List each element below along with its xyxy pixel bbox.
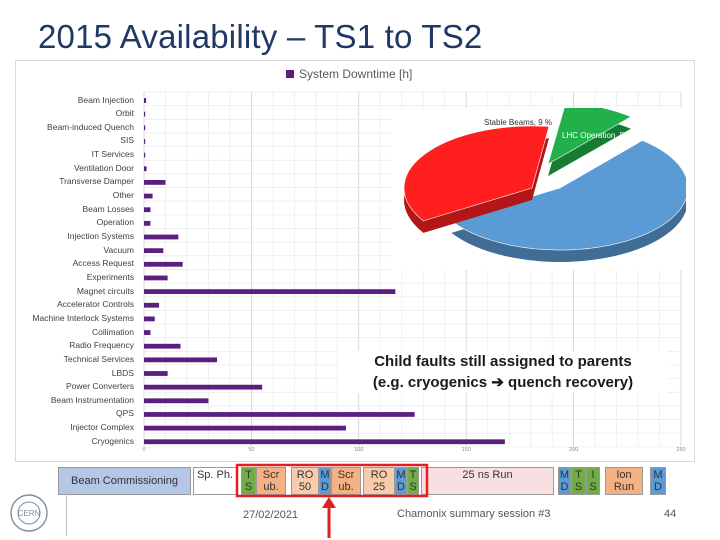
bar-beam-losses bbox=[144, 207, 151, 213]
category-label: Power Converters bbox=[65, 381, 134, 392]
pie-chart-svg bbox=[403, 102, 689, 262]
timeline-segment: T S bbox=[241, 467, 256, 495]
category-label: IT Services bbox=[91, 149, 134, 160]
pie-label-lhc-operation: LHC Operation, 55 % bbox=[562, 131, 639, 140]
chart-annotation: Child faults still assigned to parents (… bbox=[338, 351, 668, 393]
pie-slice bbox=[450, 140, 689, 251]
category-label: Access Request bbox=[72, 258, 134, 269]
bar-experiments bbox=[144, 275, 168, 281]
pie-label-lhc-downtime: LHC Downtime, 36 % bbox=[420, 124, 477, 143]
bar-machine-interlock-systems bbox=[144, 316, 155, 322]
bar-access-request bbox=[144, 261, 183, 267]
timeline-segment: M D bbox=[650, 467, 666, 495]
category-label: Injection Systems bbox=[67, 231, 134, 241]
bar-power-converters bbox=[144, 384, 263, 390]
bar-beam-injection bbox=[144, 98, 147, 103]
page-number: 44 bbox=[664, 508, 677, 520]
category-label: Collimation bbox=[91, 326, 134, 337]
category-label: Orbit bbox=[115, 108, 134, 119]
annotation-line-1: Child faults still assigned to parents bbox=[374, 353, 632, 370]
bar-operation bbox=[144, 220, 151, 226]
category-label: Magnet circuits bbox=[76, 285, 134, 296]
timeline-segment: M D bbox=[395, 467, 407, 495]
category-label: Injector Complex bbox=[70, 422, 134, 433]
bar-technical-services bbox=[144, 357, 218, 363]
annotation-text-b: quench recovery) bbox=[503, 374, 634, 391]
timeline-segment: I S bbox=[586, 467, 600, 495]
x-tick-label: 250 bbox=[676, 447, 686, 453]
category-label: Beam Instrumentation bbox=[50, 394, 134, 405]
category-label: Beam Injection bbox=[77, 94, 134, 105]
bar-radio-frequency bbox=[144, 343, 181, 349]
bar-accelerator-controls bbox=[144, 302, 160, 308]
timeline-segment: Scr ub. bbox=[256, 467, 286, 495]
bar-beam-induced-quench bbox=[144, 125, 146, 131]
x-tick-label: 150 bbox=[461, 447, 471, 453]
legend-label: System Downtime [h] bbox=[299, 67, 413, 81]
availability-pie-chart: Stable Beams, 9 % LHC Downtime, 36 % LHC… bbox=[392, 102, 689, 270]
bar-injector-complex bbox=[144, 425, 346, 431]
category-label: Machine Interlock Systems bbox=[32, 312, 134, 323]
timeline-segment: RO 25 bbox=[363, 467, 395, 495]
bar-beam-instrumentation bbox=[144, 398, 209, 404]
category-label: Accelerator Controls bbox=[56, 299, 134, 310]
category-label: Radio Frequency bbox=[69, 340, 134, 351]
timeline-segment: T S bbox=[407, 467, 419, 495]
x-tick-label: 200 bbox=[569, 447, 579, 453]
bar-other bbox=[144, 193, 153, 199]
timeline-segment: T S bbox=[571, 467, 586, 495]
category-label: Technical Services bbox=[63, 353, 134, 364]
bar-lbds bbox=[144, 371, 168, 376]
bar-cryogenics bbox=[144, 439, 505, 445]
x-tick-label: 0 bbox=[142, 447, 146, 453]
bar-ventilation-door bbox=[144, 166, 147, 172]
category-label: LBDS bbox=[111, 367, 134, 378]
cern-logo: CERN bbox=[10, 494, 48, 532]
timeline-segment: M D bbox=[558, 467, 571, 495]
slide-title: 2015 Availability – TS1 to TS2 bbox=[38, 18, 483, 55]
bar-orbit bbox=[144, 111, 146, 117]
footer-separator bbox=[66, 492, 67, 536]
pie-slice bbox=[403, 125, 550, 222]
category-label: Transverse Damper bbox=[59, 176, 134, 187]
timeline-segment: Ion Run bbox=[605, 467, 643, 495]
category-label: QPS bbox=[116, 408, 134, 419]
annotation-line-2: (e.g. cryogenics ➔ quench recovery) bbox=[338, 372, 668, 393]
timeline-segment: RO 50 bbox=[291, 467, 319, 495]
chart-legend: System Downtime [h] bbox=[286, 67, 412, 81]
bar-sis bbox=[144, 139, 146, 144]
timeline-segment: 25 ns Run bbox=[421, 467, 554, 495]
category-label: SIS bbox=[120, 135, 134, 146]
right-arrow-icon: ➔ bbox=[491, 374, 504, 391]
annotation-text-a: (e.g. cryogenics bbox=[372, 374, 492, 391]
x-tick-label: 100 bbox=[354, 447, 364, 453]
timeline-segment: Scr ub. bbox=[331, 467, 361, 495]
x-tick-label: 50 bbox=[248, 447, 255, 453]
timeline-segment: Beam Commissioning bbox=[58, 467, 191, 495]
pie-label-stable-beams: Stable Beams, 9 % bbox=[484, 118, 553, 127]
bar-transverse-damper bbox=[144, 180, 166, 185]
category-label: Vacuum bbox=[103, 244, 134, 255]
cern-logo-text: CERN bbox=[18, 509, 41, 518]
bar-qps bbox=[144, 412, 415, 417]
timeline-segment: Sp. Ph. bbox=[193, 467, 237, 495]
category-label: Operation bbox=[96, 217, 134, 228]
timeline-segment: M D bbox=[319, 467, 331, 495]
bar-it-services bbox=[144, 152, 146, 158]
legend-swatch bbox=[286, 70, 294, 78]
bar-magnet-circuits bbox=[144, 289, 396, 294]
category-label: Cryogenics bbox=[91, 435, 134, 446]
category-label: Other bbox=[112, 190, 134, 201]
category-label: Beam Losses bbox=[82, 203, 135, 214]
category-label: Beam-induced Quench bbox=[47, 121, 134, 132]
bar-injection-systems bbox=[144, 234, 179, 240]
category-label: Ventilation Door bbox=[73, 162, 134, 173]
category-label: Experiments bbox=[86, 271, 134, 282]
footer-date: 27/02/2021 bbox=[243, 509, 299, 521]
bar-vacuum bbox=[144, 248, 164, 254]
footer-session: Chamonix summary session #3 bbox=[397, 508, 551, 520]
bar-collimation bbox=[144, 330, 151, 335]
